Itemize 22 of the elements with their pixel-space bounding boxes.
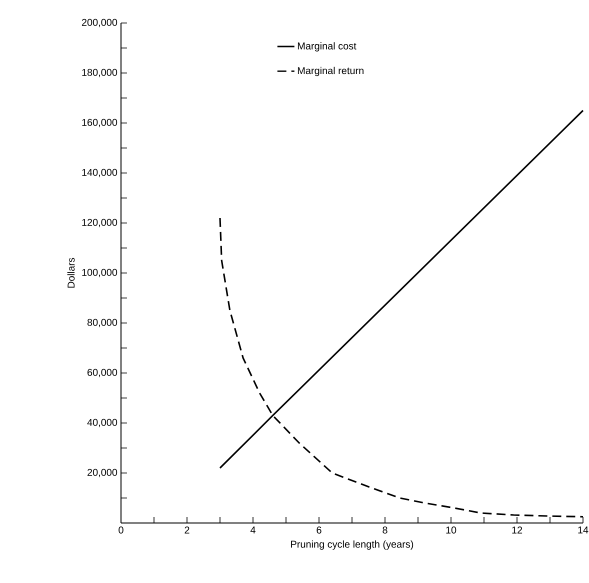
y-tick-label: 40,000 [87, 418, 118, 428]
y-tick-label: 140,000 [82, 168, 118, 178]
x-tick-label: 0 [118, 526, 124, 534]
y-tick-label: 60,000 [88, 368, 118, 378]
y-tick-label: 20,000 [88, 468, 118, 478]
y-axis-title: Dollars [67, 258, 75, 288]
x-tick-label: 4 [250, 526, 256, 534]
x-tick-label: 2 [184, 526, 190, 534]
y-tick-label: 180,000 [82, 68, 118, 78]
x-tick-label: 10 [446, 526, 456, 534]
y-tick-label: 100,000 [82, 268, 118, 278]
x-tick-label: 12 [512, 526, 522, 534]
x-axis-title: Pruning cycle length (years) [291, 540, 414, 550]
y-tick-label: 200,000 [82, 18, 118, 28]
x-tick-label: 8 [382, 526, 388, 534]
legend-label: Marginal cost [298, 42, 356, 52]
y-tick-label: 160,000 [82, 118, 118, 128]
x-tick-label: 14 [578, 526, 588, 534]
y-tick-label: 80,000 [87, 318, 118, 328]
x-tick-label: 6 [316, 526, 322, 534]
legend-label: Marginal return [298, 66, 364, 76]
y-tick-label: 120,000 [82, 218, 118, 228]
